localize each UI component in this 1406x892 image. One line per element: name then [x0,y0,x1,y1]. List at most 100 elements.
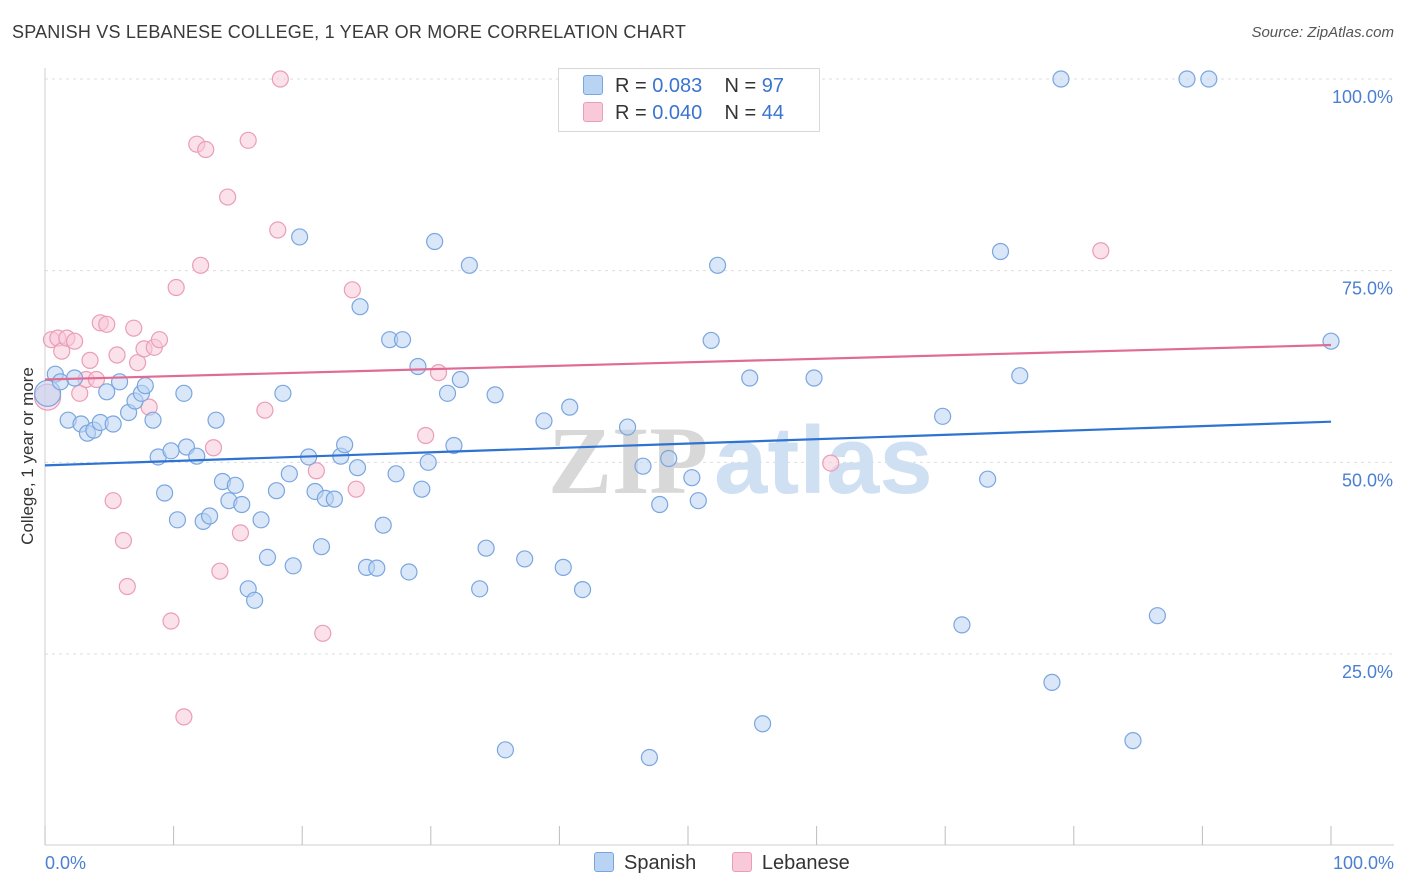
spanish-point [451,370,469,389]
trend-lines [44,343,1332,467]
lebanese-point [118,577,136,596]
spanish-point [702,331,720,350]
lebanese-point [256,401,274,419]
spanish-point [104,415,122,433]
series-legend: Spanish Lebanese [594,852,880,875]
spanish-point [162,442,180,460]
spanish-point [348,459,367,477]
spanish-point [708,256,727,274]
spanish-point [477,539,495,557]
spanish-point [387,465,405,483]
spanish-point [419,453,437,471]
x-tick-label-min: 0.0% [45,853,86,873]
lebanese-point [114,531,133,550]
lebanese-point [429,364,448,382]
spanish-point [753,715,772,733]
spanish-point [689,492,707,510]
lebanese-points [33,70,1110,726]
spanish-trend-line [44,420,1332,467]
lebanese-point [417,426,435,445]
lebanese-point [314,624,332,642]
spanish-point [188,447,206,465]
spanish-point [252,511,270,529]
spanish-point [246,591,264,609]
spanish-point [168,511,187,529]
stats-legend: R = 0.083 N = 97 R = 0.040 N = 44 [558,68,820,132]
y-tick-label: 25.0% [1342,662,1393,682]
lebanese-point [822,454,840,472]
spanish-point [660,449,678,468]
lebanese-point [65,332,84,350]
lebanese-point [71,384,89,402]
spanish-point [805,369,823,387]
spanish-point [155,484,174,502]
spanish-point [535,412,553,430]
lebanese-point [108,346,126,364]
spanish-point [400,563,418,581]
gridlines [45,78,1394,655]
legend-item-spanish[interactable]: Spanish [594,852,696,875]
spanish-point [426,232,444,251]
spanish-point [258,548,277,567]
spanish-point [1322,332,1340,350]
lebanese-point [211,562,229,580]
lebanese-point [125,319,143,337]
lebanese-point [192,256,210,274]
lebanese-point [271,70,289,88]
legend-label-spanish: Spanish [624,852,697,874]
lebanese-point [231,524,250,542]
spanish-point [110,373,129,391]
spanish-point [634,457,652,475]
spanish-point [618,418,637,436]
legend-item-lebanese[interactable]: Lebanese [731,852,850,875]
spanish-point [561,398,579,416]
spanish-point [201,507,219,525]
y-tick-label: 75.0% [1342,279,1393,299]
lebanese-point [150,331,169,349]
spanish-point [207,411,225,429]
spanish-point [291,228,309,246]
watermark: ZIP atlas [548,407,933,514]
lebanese-point [269,221,287,239]
y-axis-label: College, 1 year or more [18,367,37,545]
spanish-point [1178,70,1196,88]
spanish-point [979,470,997,488]
spanish-point [741,369,759,387]
legend-row-spanish: R = 0.083 N = 97 [583,75,784,99]
spanish-point [351,298,369,316]
spanish-point [409,357,427,376]
spanish-point [368,559,386,577]
spanish-point [640,748,659,767]
lebanese-trend-line [44,343,1332,381]
r-value: 0.083 [652,75,703,97]
lebanese-point [204,439,223,457]
spanish-point [325,490,343,508]
r-label: R = [615,75,647,97]
lebanese-point [104,492,122,510]
spanish-point [573,580,592,599]
spanish-point [496,741,514,759]
spanish-point [486,386,504,404]
spanish-point [683,469,701,487]
spanish-points [33,70,1340,767]
y-tick-label: 100.0% [1332,87,1393,107]
spanish-point [280,465,298,483]
y-tick-labels: 25.0% 50.0% 75.0% 100.0% [1332,87,1393,682]
spanish-point [1200,70,1218,88]
spanish-point [516,550,534,568]
spanish-point [413,480,431,498]
legend-label-lebanese: Lebanese [761,852,850,874]
spanish-point [393,331,412,349]
lebanese-point [167,278,185,297]
spanish-point [312,538,331,556]
spanish-point [1052,70,1070,88]
n-label: N = [724,75,757,97]
spanish-point [98,383,116,401]
chart-title: SPANISH VS LEBANESE COLLEGE, 1 YEAR OR M… [12,22,687,42]
spanish-swatch [594,852,614,872]
spanish-point [1011,367,1029,385]
n-value: 44 [761,102,785,124]
x-tick-label-max: 100.0% [1333,853,1394,873]
spanish-point [1043,673,1061,691]
